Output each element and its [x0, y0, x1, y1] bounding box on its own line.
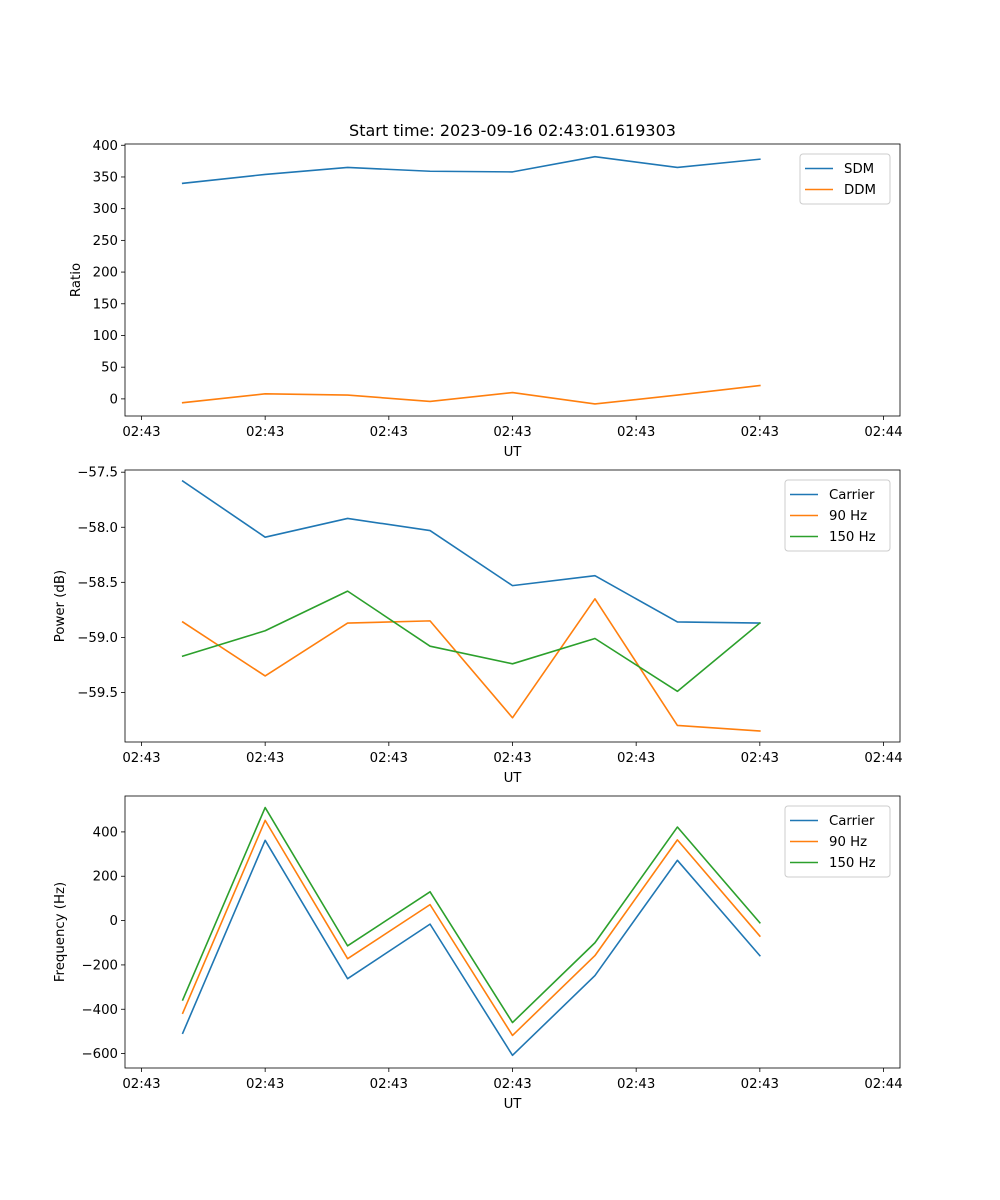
y-tick-label: −59.0 [77, 631, 118, 646]
legend-label: 90 Hz [829, 509, 867, 524]
y-tick-label: 0 [110, 914, 118, 929]
legend-label: SDM [844, 162, 874, 177]
y-tick-label: 150 [93, 297, 118, 312]
y-tick-label: 400 [93, 139, 118, 154]
y-tick-label: −58.5 [77, 576, 118, 591]
series-line-carrier [181, 839, 761, 1057]
legend: Carrier 90 Hz 150 Hz [784, 805, 891, 878]
legend-label: Carrier [829, 814, 875, 829]
y-tick-label: −200 [81, 958, 118, 973]
y-tick-label: 0 [110, 392, 118, 407]
chart-title: Start time: 2023-09-16 02:43:01.619303 [349, 121, 676, 140]
y-tick-label: −59.5 [77, 686, 118, 701]
y-tick-label: −600 [81, 1047, 118, 1062]
y-tick-label: −400 [81, 1003, 118, 1018]
panel-1: Start time: 2023-09-16 02:43:01.619303 0 5… [69, 121, 903, 460]
legend-label: 150 Hz [829, 530, 876, 545]
series-line-ddm [181, 384, 761, 405]
x-tick-label: 02:43 [617, 751, 655, 766]
x-tick-label: 02:43 [370, 751, 408, 766]
y-tick-label: 200 [93, 266, 118, 281]
y-tick-label: 250 [93, 234, 118, 249]
x-tick-label: 02:43 [741, 751, 779, 766]
x-tick-label: 02:43 [617, 425, 655, 440]
legend-label: 90 Hz [829, 835, 867, 850]
x-tick-label: 02:43 [246, 425, 284, 440]
series-line-carrier [181, 479, 761, 624]
series-line-150-hz [181, 806, 761, 1024]
x-tick-label: 02:43 [370, 1077, 408, 1092]
x-tick-label: 02:43 [122, 425, 160, 440]
x-tick-label: 02:43 [741, 1077, 779, 1092]
series-line-sdm [181, 155, 761, 185]
series-line-90-hz [181, 598, 761, 732]
y-tick-label: 50 [101, 361, 118, 376]
x-tick-label: 02:43 [246, 751, 284, 766]
y-axis-label: Frequency (Hz) [53, 882, 68, 982]
y-tick-label: 350 [93, 170, 118, 185]
x-axis-label: UT [504, 1097, 523, 1112]
legend: SDM DDM [799, 153, 891, 205]
x-axis-label: UT [504, 445, 523, 460]
legend-label: Carrier [829, 488, 875, 503]
legend: Carrier 90 Hz 150 Hz [784, 479, 891, 552]
y-tick-label: −57.5 [77, 466, 118, 481]
y-tick-label: −58.0 [77, 521, 118, 536]
y-tick-label: 100 [93, 329, 118, 344]
panels: Start time: 2023-09-16 02:43:01.619303 0 5… [53, 121, 903, 1112]
y-axis-label: Power (dB) [53, 570, 68, 642]
x-tick-label: 02:43 [493, 425, 531, 440]
x-tick-label: 02:43 [246, 1077, 284, 1092]
x-tick-label: 02:44 [864, 1077, 902, 1092]
legend-box [784, 805, 891, 878]
plot-frame [124, 469, 901, 743]
x-tick-label: 02:43 [370, 425, 408, 440]
y-axis-label: Ratio [69, 263, 84, 297]
x-tick-label: 02:43 [493, 1077, 531, 1092]
panel-3: −600 −400 −200 0 200 400 02:43 02:43 02:43 02:43 0… [53, 795, 903, 1112]
y-tick-label: 300 [93, 202, 118, 217]
y-tick-label: 200 [93, 870, 118, 885]
series-line-90-hz [181, 819, 761, 1037]
y-tick-label: 400 [93, 825, 118, 840]
x-tick-label: 02:43 [122, 1077, 160, 1092]
x-tick-label: 02:43 [741, 425, 779, 440]
x-tick-label: 02:43 [122, 751, 160, 766]
legend-box [784, 479, 891, 552]
legend-box [799, 153, 891, 205]
panel-2: −59.5 −59.0 −58.5 −58.0 −57.5 02:43 02:43 02:43… [53, 466, 903, 786]
series-line-150-hz [181, 590, 761, 693]
legend-label: 150 Hz [829, 856, 876, 871]
x-tick-label: 02:43 [493, 751, 531, 766]
plot-frame [124, 795, 901, 1069]
x-tick-label: 02:44 [864, 751, 902, 766]
x-tick-label: 02:44 [864, 425, 902, 440]
legend-label: DDM [844, 183, 876, 198]
x-tick-label: 02:43 [617, 1077, 655, 1092]
plot-frame [124, 143, 901, 417]
x-axis-label: UT [504, 771, 523, 786]
